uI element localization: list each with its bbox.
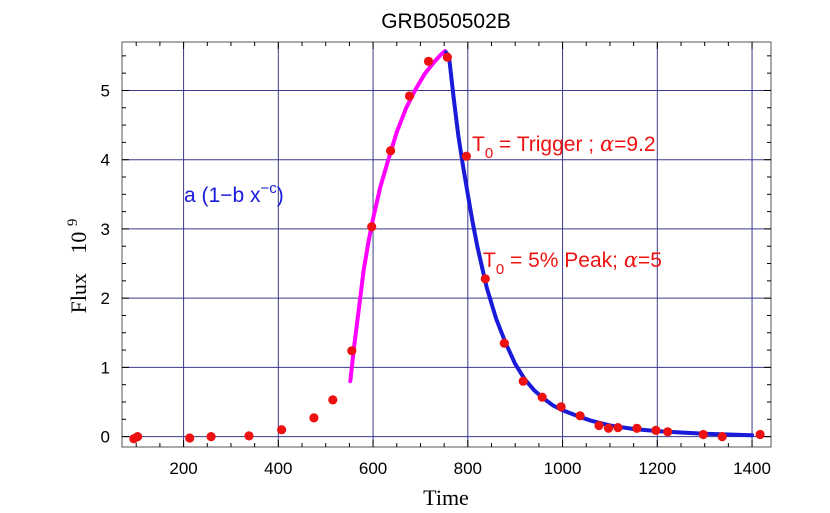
data-point-15 — [480, 274, 490, 284]
x-tick-label-200: 200 — [169, 459, 197, 478]
grid — [122, 42, 771, 447]
data-point-22 — [603, 423, 614, 433]
annotation-peak: T0 = 5% Peak; α=5 — [483, 248, 662, 278]
data-point-2 — [185, 433, 195, 443]
data-point-17 — [518, 376, 528, 386]
data-point-11 — [404, 91, 415, 101]
chart-title: GRB050502B — [381, 10, 511, 33]
data-point-14 — [461, 151, 471, 161]
data-point-1 — [133, 432, 143, 442]
data-point-26 — [663, 427, 673, 437]
data-point-10 — [386, 146, 396, 156]
y-tick-label-1: 1 — [101, 358, 110, 377]
data-point-24 — [632, 423, 642, 433]
x-axis-label: Time — [423, 485, 469, 510]
data-point-28 — [717, 432, 727, 442]
data-point-20 — [575, 411, 585, 421]
tick-marks — [122, 42, 771, 447]
data-point-25 — [651, 425, 661, 435]
data-point-8 — [347, 346, 357, 356]
data-point-27 — [698, 429, 708, 440]
y-axis-label-base: 10 — [66, 232, 91, 254]
data-point-5 — [277, 425, 287, 435]
annotation-trigger: T0 = Trigger ; α=9.2 — [472, 132, 656, 162]
data-point-7 — [328, 395, 338, 405]
y-tick-label-0: 0 — [101, 428, 110, 447]
data-point-6 — [309, 413, 319, 423]
data-point-19 — [556, 402, 566, 412]
data-point-16 — [499, 338, 509, 348]
fit-curve-1 — [348, 49, 448, 384]
data-point-4 — [244, 431, 254, 441]
data-point-13 — [442, 52, 452, 62]
y-axis-label: Flux 10 9 — [65, 219, 91, 314]
tick-labels: 200 400 600 800 1000 1200 1400 0 1 2 3 4 5 — [101, 81, 771, 478]
data-point-9 — [367, 222, 377, 232]
data-point-3 — [206, 432, 216, 442]
y-axis-label-text: Flux — [66, 273, 91, 313]
fit-curve-2 — [444, 50, 755, 438]
y-tick-label-3: 3 — [101, 220, 110, 239]
data-point-23 — [613, 423, 623, 433]
annotation-fit-formula: a (1−b x−c) — [184, 180, 284, 207]
x-tick-label-600: 600 — [359, 459, 387, 478]
x-tick-label-1200: 1200 — [638, 459, 676, 478]
y-axis-label-power: 9 — [65, 219, 81, 227]
data-point-12 — [423, 56, 434, 66]
y-tick-label-5: 5 — [101, 81, 110, 100]
data-point-29 — [755, 429, 765, 440]
plot-frame — [121, 41, 772, 448]
x-tick-label-400: 400 — [264, 459, 292, 478]
y-tick-label-2: 2 — [101, 289, 110, 308]
y-tick-label-4: 4 — [101, 151, 110, 170]
x-tick-label-1400: 1400 — [733, 459, 771, 478]
svg-text:Flux 10 9: Flux 10 9 — [65, 219, 91, 314]
data-point-21 — [594, 420, 604, 431]
series-layer — [129, 49, 765, 444]
x-tick-label-1000: 1000 — [544, 459, 582, 478]
data-point-18 — [537, 392, 547, 402]
x-tick-label-800: 800 — [454, 459, 482, 478]
